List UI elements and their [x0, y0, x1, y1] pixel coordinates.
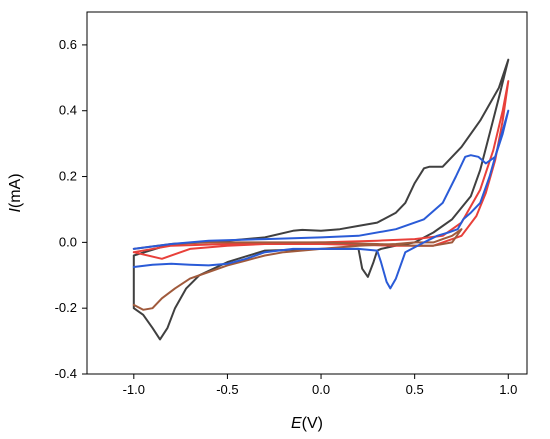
x-tick-label: 0.0	[312, 382, 330, 397]
axis-ticks	[82, 44, 509, 379]
series-line-4	[132, 109, 510, 290]
y-tick-label: 0.4	[59, 103, 77, 118]
series-line-1	[132, 58, 510, 341]
series-group	[132, 58, 510, 341]
y-tick-label: 0.6	[59, 37, 77, 52]
x-tick-label: -0.5	[216, 382, 238, 397]
y-tick-label: 0.2	[59, 169, 77, 184]
y-axis-title: I(mA)	[7, 173, 24, 212]
y-tick-label: 0.0	[59, 234, 77, 249]
x-tick-label: 0.5	[406, 382, 424, 397]
tick-labels: -1.0 -0.5 0.0 0.5 1.0 -0.4 -0.2 0.0 0.2 0.4 0.6	[55, 37, 518, 397]
plot-frame	[86, 11, 528, 375]
y-tick-label: -0.4	[55, 366, 77, 381]
series-line-3	[132, 228, 463, 311]
x-tick-label: 1.0	[499, 382, 517, 397]
x-axis-title: E(V)	[291, 415, 323, 432]
y-tick-label: -0.2	[55, 300, 77, 315]
x-tick-label: -1.0	[123, 382, 145, 397]
